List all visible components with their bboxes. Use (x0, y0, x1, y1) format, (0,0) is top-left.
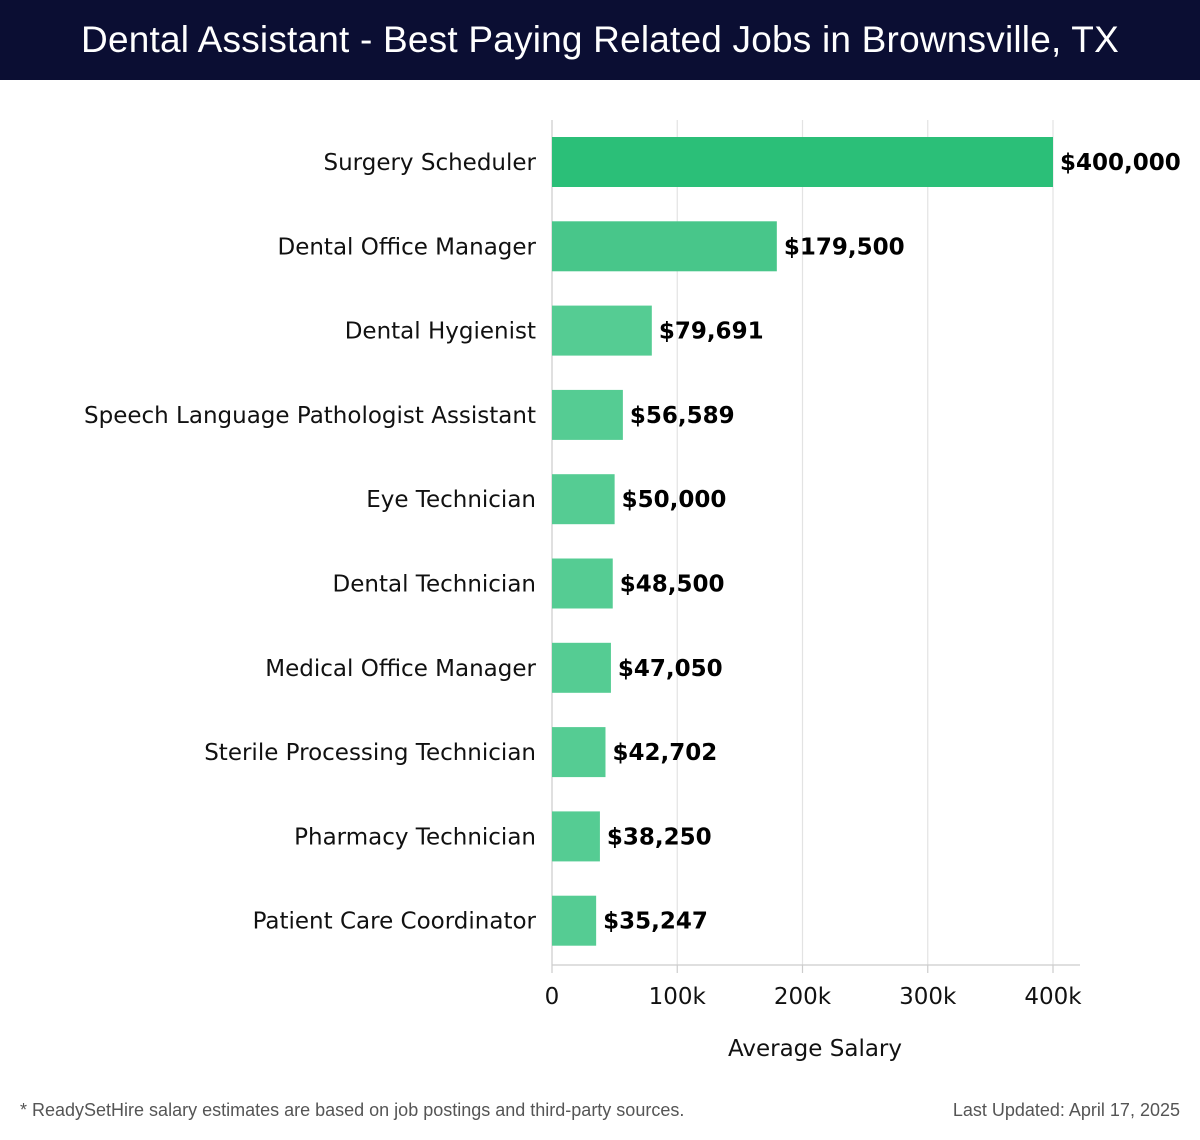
value-label: $79,691 (659, 319, 764, 345)
bar (552, 811, 600, 862)
category-label: Eye Technician (366, 487, 536, 513)
bar (552, 137, 1053, 187)
value-label: $47,050 (618, 656, 723, 682)
footer-note: * ReadySetHire salary estimates are base… (20, 1100, 685, 1120)
category-label: Dental Hygienist (345, 319, 536, 345)
chart-header: Dental Assistant - Best Paying Related J… (0, 0, 1200, 80)
category-label: Pharmacy Technician (294, 824, 536, 850)
value-label: $48,500 (620, 572, 725, 598)
bar (552, 895, 597, 946)
bar (552, 642, 611, 693)
bar (552, 389, 623, 440)
x-tick-label: 300k (899, 984, 957, 1010)
x-tick-label: 200k (774, 984, 832, 1010)
salary-bar-chart: 0 100k 200k 300k 400k Average Salary Surgery S… (84, 120, 1181, 1062)
x-tick-label: 400k (1024, 984, 1082, 1010)
value-label: $50,000 (622, 487, 727, 513)
bar (552, 474, 615, 525)
category-label: Dental Technician (333, 572, 536, 598)
category-label: Dental Office Manager (277, 234, 536, 260)
x-tick-label: 0 (545, 984, 560, 1010)
value-label: $179,500 (784, 234, 905, 260)
bar (552, 305, 652, 356)
value-label: $56,589 (630, 403, 735, 429)
value-label: $35,247 (603, 909, 708, 935)
value-label: $42,702 (612, 740, 717, 766)
bar (552, 221, 777, 272)
category-label: Surgery Scheduler (323, 150, 536, 176)
last-updated: Last Updated: April 17, 2025 (952, 1100, 1180, 1120)
chart-title: Dental Assistant - Best Paying Related J… (81, 19, 1119, 60)
value-label: $38,250 (607, 824, 712, 850)
category-label: Speech Language Pathologist Assistant (84, 403, 536, 429)
x-tick-label: 100k (649, 984, 707, 1010)
bar (552, 727, 606, 778)
bar (552, 558, 613, 609)
category-label: Medical Office Manager (265, 656, 536, 682)
category-label: Patient Care Coordinator (253, 909, 537, 935)
value-label: $400,000 (1060, 150, 1181, 176)
category-label: Sterile Processing Technician (204, 740, 536, 766)
x-axis-title: Average Salary (728, 1036, 902, 1062)
